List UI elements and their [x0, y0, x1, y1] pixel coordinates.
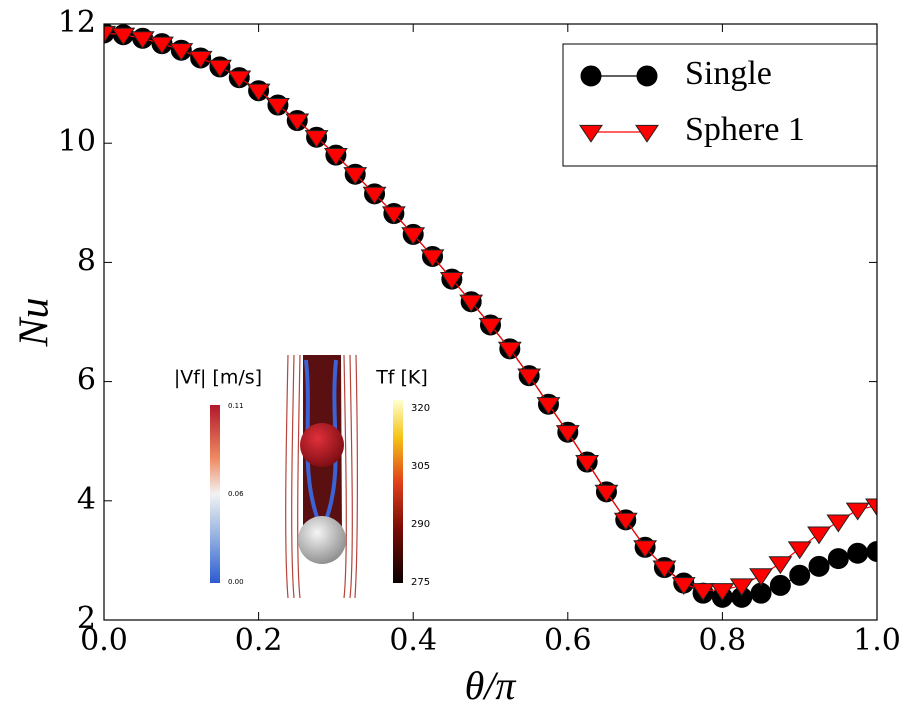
y-tick-label: 8 — [77, 243, 96, 278]
marker — [439, 271, 464, 290]
y-tick-label: 6 — [77, 363, 96, 398]
y-tick-label: 4 — [77, 482, 96, 517]
x-axis-label: θ/π — [465, 663, 517, 708]
marker — [729, 578, 754, 597]
x-tick-label: 0.4 — [389, 623, 437, 658]
inset-label: Tf [K] — [375, 367, 428, 389]
marker — [613, 512, 638, 531]
inset-tick: 290 — [411, 519, 430, 530]
y-axis-label: Nu — [12, 297, 58, 347]
plot-frame — [103, 23, 878, 621]
marker — [362, 186, 387, 205]
y-tick-label: 2 — [77, 601, 96, 636]
inset-tick: 0.06 — [228, 490, 244, 498]
x-tick-label: 1.0 — [853, 623, 901, 658]
marker — [169, 43, 194, 62]
marker — [789, 564, 811, 586]
plot-area — [104, 24, 877, 608]
sphere — [298, 516, 346, 564]
marker — [866, 540, 877, 562]
marker — [652, 560, 677, 579]
marker — [579, 124, 603, 143]
marker — [478, 317, 503, 336]
marker — [459, 294, 484, 313]
marker — [208, 59, 232, 78]
inset-tick: 0.00 — [228, 578, 244, 586]
inset-figure: |Vf| [m/s] Tf [K] 0.11 0.06 0.00 320 305… — [174, 354, 430, 599]
legend-label: Single — [685, 55, 772, 92]
marker — [845, 502, 870, 521]
y-tick-label: 10 — [58, 124, 96, 159]
marker — [580, 65, 602, 87]
streamlines — [285, 354, 358, 599]
marker — [769, 574, 791, 596]
marker — [787, 541, 812, 560]
y-tick-label: 12 — [58, 5, 96, 40]
marker — [420, 249, 445, 268]
marker — [150, 36, 174, 55]
marker — [807, 526, 831, 545]
marker — [847, 542, 869, 564]
marker — [768, 556, 793, 575]
marker — [536, 397, 561, 416]
marker — [750, 582, 772, 604]
marker — [671, 577, 696, 596]
marker — [497, 341, 522, 360]
x-tick-label: 0.0 — [80, 623, 128, 658]
marker — [594, 484, 619, 503]
marker — [227, 70, 252, 89]
marker — [633, 540, 658, 559]
inset-tick: 275 — [411, 577, 430, 588]
x-tick-label: 0.2 — [235, 623, 283, 658]
x-tick-label: 0.8 — [699, 623, 747, 658]
marker — [636, 65, 658, 87]
marker — [285, 113, 310, 132]
marker — [635, 124, 659, 143]
marker — [575, 454, 600, 473]
marker — [401, 227, 426, 246]
inset-tick: 320 — [411, 403, 430, 414]
marker — [343, 167, 368, 185]
inset-label: |Vf| [m/s] — [174, 367, 262, 389]
marker — [517, 368, 542, 387]
marker — [304, 130, 329, 149]
inset-tick: 305 — [411, 461, 430, 472]
legend-label: Sphere 1 — [685, 111, 805, 148]
marker — [710, 583, 735, 602]
marker — [188, 50, 213, 69]
marker — [865, 498, 877, 517]
marker — [691, 583, 716, 602]
marker — [749, 568, 773, 587]
x-tick-label: 0.6 — [544, 623, 592, 658]
marker — [827, 548, 849, 570]
marker — [555, 425, 580, 444]
marker — [104, 25, 116, 44]
marker — [265, 97, 290, 116]
marker — [111, 27, 136, 46]
marker — [130, 31, 155, 50]
marker — [808, 555, 830, 577]
velocity-colorbar — [210, 405, 220, 583]
temperature-colorbar — [393, 400, 403, 583]
marker — [246, 83, 271, 102]
sphere — [300, 423, 344, 467]
marker — [381, 206, 406, 225]
legend-box — [562, 43, 878, 167]
inset-tick: 0.11 — [228, 402, 244, 410]
marker — [323, 148, 348, 166]
marker — [826, 514, 851, 533]
